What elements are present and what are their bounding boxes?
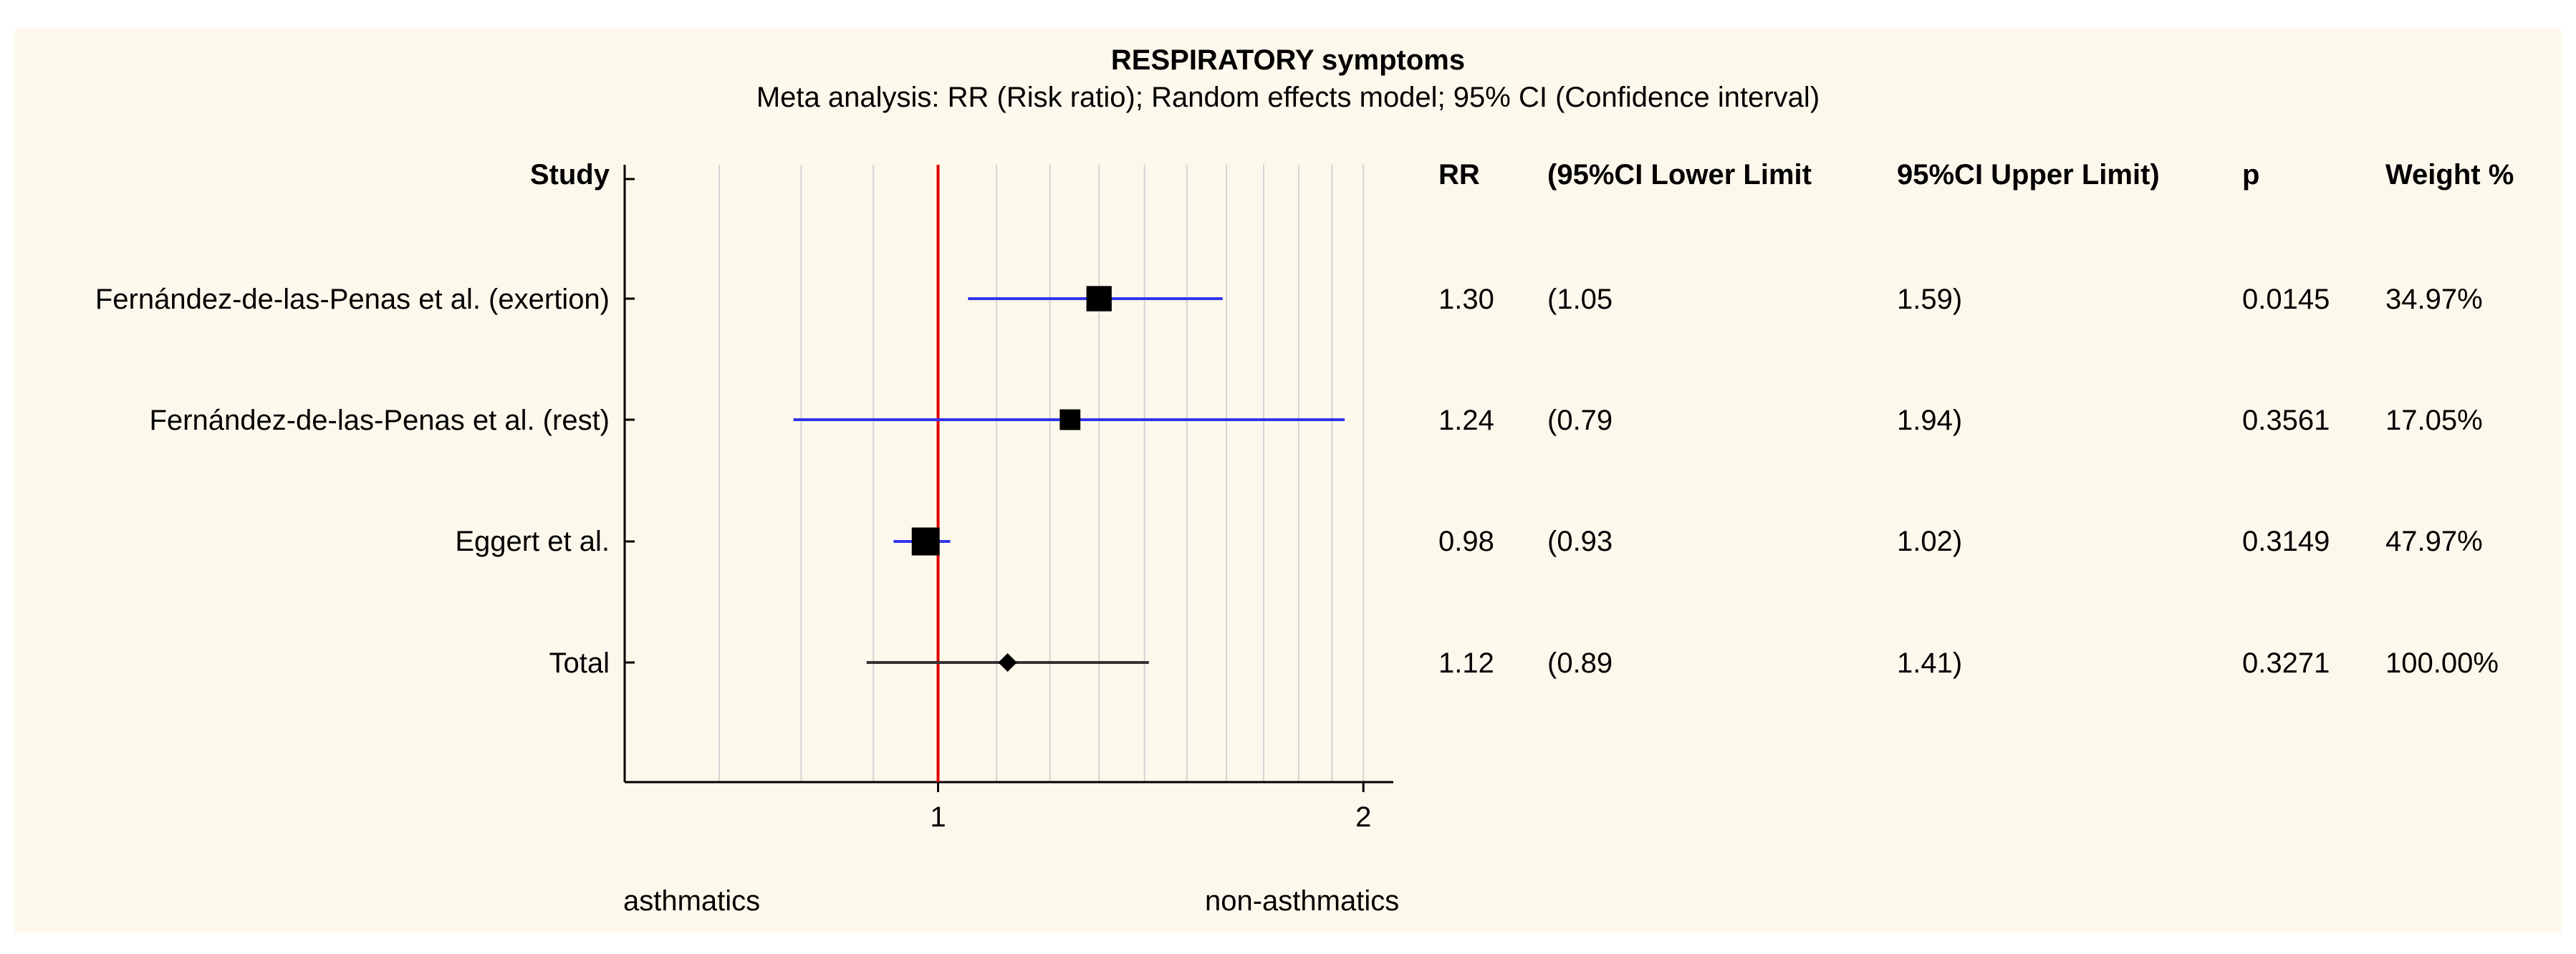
rr-value: 0.98	[1438, 526, 1494, 557]
lower-limit-value: (0.89	[1547, 647, 1613, 679]
right-direction-label: non-asthmatics	[1205, 885, 1400, 917]
header-lower-limit: (95%CI Lower Limit	[1547, 159, 1812, 191]
chart-title: RESPIRATORY symptoms	[1110, 44, 1466, 76]
p-value: 0.0145	[2242, 284, 2330, 315]
weight-value: 100.00%	[2385, 647, 2499, 679]
weight-value: 34.97%	[2385, 284, 2483, 315]
total-diamond	[998, 653, 1017, 672]
header-study: Study	[529, 159, 610, 191]
upper-limit-value: 1.02)	[1897, 526, 1963, 557]
header-p: p	[2242, 159, 2260, 191]
chart-subtitle: Meta analysis: RR (Risk ratio); Random e…	[756, 82, 1820, 113]
study-label: Fernández-de-las-Penas et al. (rest)	[149, 405, 610, 436]
effect-square	[1059, 409, 1081, 430]
effect-square	[1086, 286, 1112, 312]
lower-limit-value: (0.93	[1547, 526, 1613, 557]
header-weight: Weight %	[2385, 159, 2514, 191]
header-rr: RR	[1438, 159, 1480, 191]
header-upper-limit: 95%CI Upper Limit)	[1897, 159, 2160, 191]
x-tick-label: 2	[1355, 801, 1371, 833]
rr-value: 1.30	[1438, 284, 1494, 315]
x-tick-label: 1	[930, 801, 946, 833]
study-label: Eggert et al.	[455, 526, 610, 557]
p-value: 0.3149	[2242, 526, 2330, 557]
weight-value: 17.05%	[2385, 405, 2483, 436]
lower-limit-value: (1.05	[1547, 284, 1613, 315]
p-value: 0.3561	[2242, 405, 2330, 436]
effect-square	[911, 527, 940, 556]
study-label: Fernández-de-las-Penas et al. (exertion)	[95, 284, 610, 315]
rr-value: 1.12	[1438, 647, 1494, 679]
rr-value: 1.24	[1438, 405, 1494, 436]
upper-limit-value: 1.59)	[1897, 284, 1963, 315]
weight-value: 47.97%	[2385, 526, 2483, 557]
left-direction-label: asthmatics	[623, 885, 761, 917]
p-value: 0.3271	[2242, 647, 2330, 679]
upper-limit-value: 1.94)	[1897, 405, 1963, 436]
study-label-total: Total	[549, 647, 610, 679]
upper-limit-value: 1.41)	[1897, 647, 1963, 679]
lower-limit-value: (0.79	[1547, 405, 1613, 436]
